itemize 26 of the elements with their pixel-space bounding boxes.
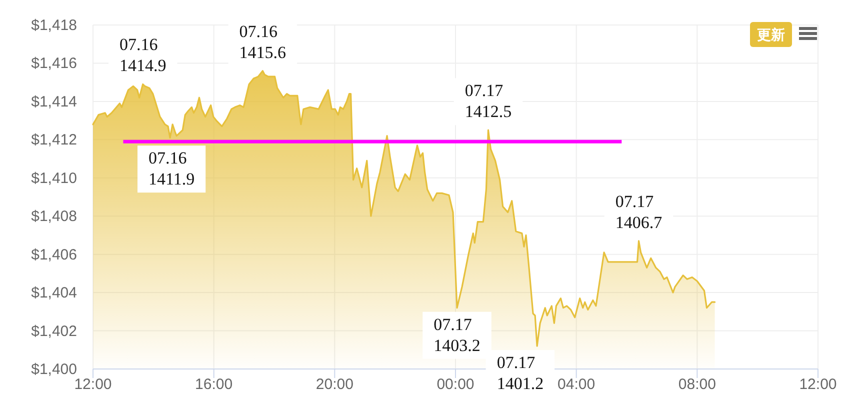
x-tick-label: 20:00 <box>316 376 354 393</box>
y-tick-label: $1,402 <box>31 322 77 340</box>
x-tick-label: 08:00 <box>678 376 716 393</box>
annotation: 07.16 1414.9 <box>119 35 166 76</box>
annotation: 07.17 1406.7 <box>615 192 663 232</box>
x-tick-label: 04:00 <box>558 376 596 393</box>
y-tick-label: $1,408 <box>31 208 77 226</box>
y-tick-label: $1,400 <box>31 361 77 378</box>
y-tick-label: $1,412 <box>31 132 77 149</box>
y-tick-label: $1,404 <box>31 284 77 302</box>
annotation: 07.17 1403.2 <box>434 314 480 355</box>
y-tick-label: $1,416 <box>31 55 77 72</box>
y-tick-label: $1,410 <box>31 170 77 187</box>
x-tick-label: 12:00 <box>799 376 837 393</box>
x-tick-label: 16:00 <box>195 376 233 393</box>
annotation: 07.17 1412.5 <box>464 81 512 122</box>
annotation: 07.16 1415.6 <box>239 22 286 62</box>
update-button: 更新 <box>750 22 792 47</box>
annotation: 07.17 1401.2 <box>496 353 544 394</box>
y-tick-label: $1,418 <box>31 17 77 34</box>
y-tick-label: $1,414 <box>31 93 77 110</box>
x-tick-label: 12:00 <box>74 376 112 393</box>
x-tick-label: 00:00 <box>436 376 474 393</box>
annotation: 更新 <box>757 26 785 42</box>
annotation: 07.16 1411.9 <box>148 148 195 189</box>
y-tick-label: $1,406 <box>31 246 77 264</box>
